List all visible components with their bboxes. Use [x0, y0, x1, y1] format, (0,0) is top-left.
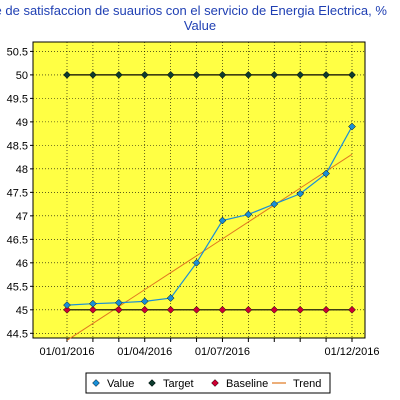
data-point-baseline [140, 305, 149, 314]
data-point-value [114, 298, 123, 307]
data-point-value [270, 200, 279, 208]
data-point-target [244, 71, 253, 79]
data-point-baseline [166, 305, 175, 314]
x-tick-label: 01/07/2016 [195, 346, 250, 358]
y-axis: 44.5 45 45.5 46 46.5 47 47.5 48 48.5 49 49.5 50 50.5 [7, 46, 33, 340]
data-point-target [192, 71, 201, 79]
y-tick-label: 45.5 [7, 281, 28, 293]
y-tick-label: 48 [16, 164, 28, 176]
data-point-value [322, 169, 330, 178]
data-point-target [89, 71, 97, 79]
data-point-baseline [322, 305, 330, 314]
plot-area [32, 41, 366, 339]
y-tick-label: 50 [16, 70, 28, 82]
legend-label-trend: Trend [293, 378, 321, 390]
data-point-value [166, 294, 175, 302]
chart-subtitle: Value [183, 18, 217, 33]
data-point-target [114, 71, 123, 79]
data-point-target [63, 71, 71, 79]
data-point-target [218, 71, 227, 79]
series-line-value [66, 126, 353, 306]
data-point-value [244, 210, 253, 219]
data-point-baseline [244, 305, 253, 314]
y-tick-label: 50.5 [7, 46, 28, 58]
y-tick-label: 47.5 [7, 187, 28, 199]
legend-label-target: Target [163, 378, 194, 390]
data-point-baseline [192, 305, 201, 314]
data-point-target [348, 71, 356, 79]
data-point-value [192, 258, 201, 267]
data-point-baseline [348, 305, 356, 314]
data-point-value [140, 297, 149, 306]
data-point-value [63, 301, 71, 309]
y-tick-label: 49.5 [7, 93, 28, 105]
legend-marker-target [148, 379, 156, 387]
data-point-value [89, 299, 97, 308]
legend: Value Target Baseline Trend [85, 372, 331, 394]
y-tick-label: 45 [16, 305, 28, 317]
data-point-target [166, 71, 175, 79]
x-tick-label: 01/12/2016 [324, 346, 379, 358]
series-layer [63, 71, 356, 341]
data-point-baseline [270, 305, 279, 314]
data-point-target [296, 71, 305, 79]
x-tick-label: 01/04/2016 [117, 346, 172, 358]
data-point-value [348, 122, 356, 131]
data-point-target [270, 71, 279, 79]
y-tick-label: 46.5 [7, 234, 28, 246]
legend-marker-baseline [211, 379, 219, 387]
plot-background [32, 41, 366, 339]
data-point-value [218, 216, 227, 225]
data-point-baseline [114, 305, 123, 314]
legend-label-value: Value [107, 378, 134, 390]
data-point-baseline [89, 305, 97, 314]
y-tick-label: 48.5 [7, 140, 28, 152]
chart-title-main: Indice de satisfaccion de suaurios con e… [0, 3, 387, 18]
legend-label-baseline: Baseline [226, 378, 268, 390]
data-point-value [296, 189, 305, 198]
chart-title: Indice de satisfaccion de suaurios con e… [0, 3, 400, 33]
x-tick-label: 01/01/2016 [39, 346, 94, 358]
legend-box [85, 372, 331, 394]
y-tick-label: 49 [16, 117, 28, 129]
data-point-target [322, 71, 330, 79]
legend-marker-value [92, 379, 100, 387]
x-axis: 01/01/2016 01/04/2016 01/07/2016 01/12/2016 [39, 338, 380, 358]
data-point-baseline [63, 305, 71, 314]
data-point-target [140, 71, 149, 79]
data-point-baseline [296, 305, 305, 314]
data-point-baseline [218, 305, 227, 314]
y-tick-label: 44.5 [7, 328, 28, 340]
y-tick-label: 47 [16, 211, 28, 223]
y-tick-label: 46 [16, 258, 28, 270]
